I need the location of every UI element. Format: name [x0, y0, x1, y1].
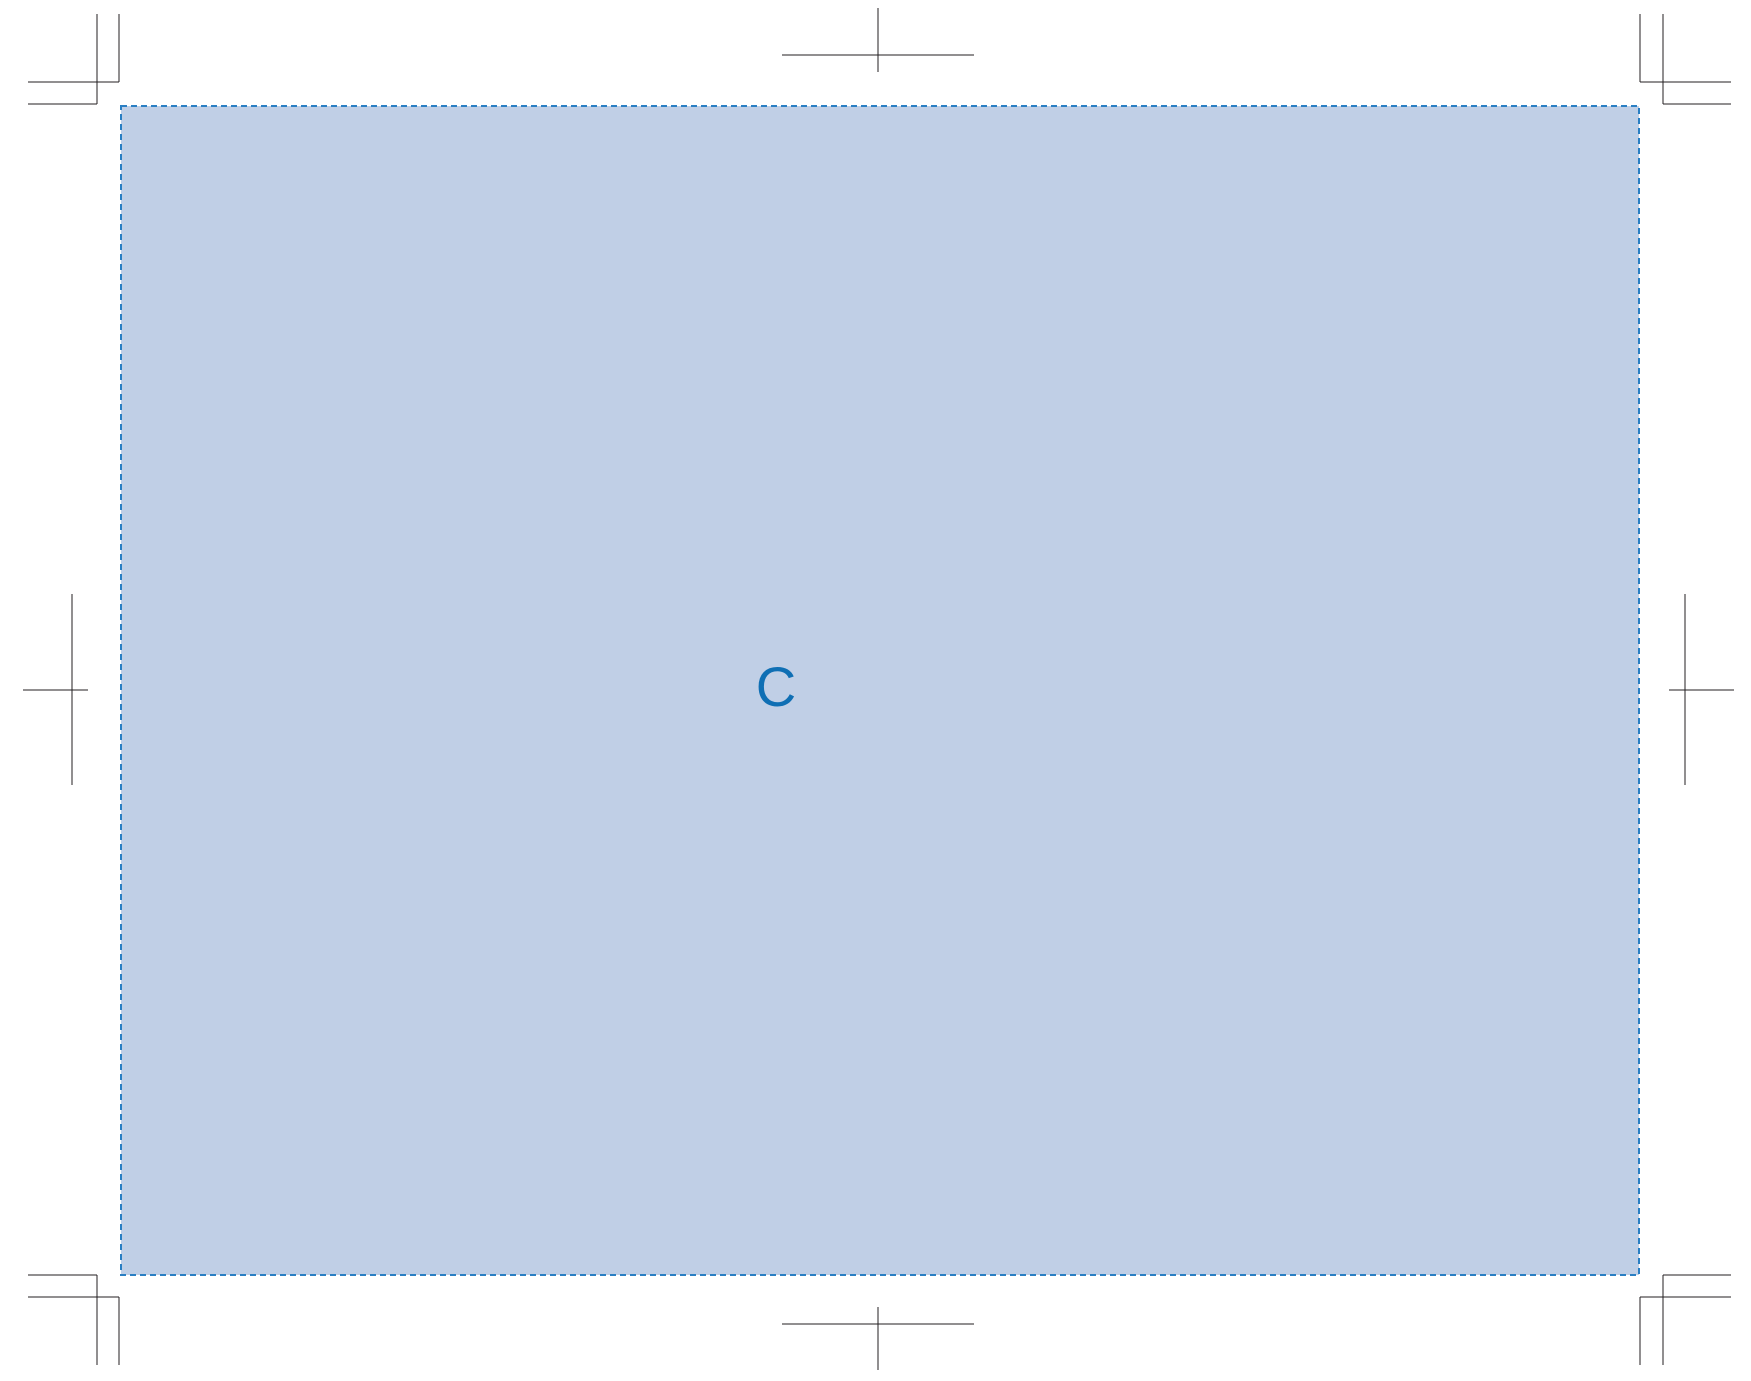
- crop-mark-top-left: [28, 14, 120, 105]
- crop-mark-top-right: [1639, 14, 1731, 105]
- registration-mark-top: [782, 8, 974, 72]
- panel-area: [120, 105, 1640, 1276]
- registration-mark-right: [1669, 594, 1734, 785]
- panel-label: C: [755, 655, 797, 718]
- crop-mark-bottom-right: [1639, 1274, 1731, 1365]
- registration-mark-left: [23, 594, 88, 785]
- crop-mark-bottom-left: [28, 1274, 120, 1365]
- registration-mark-bottom: [782, 1307, 974, 1370]
